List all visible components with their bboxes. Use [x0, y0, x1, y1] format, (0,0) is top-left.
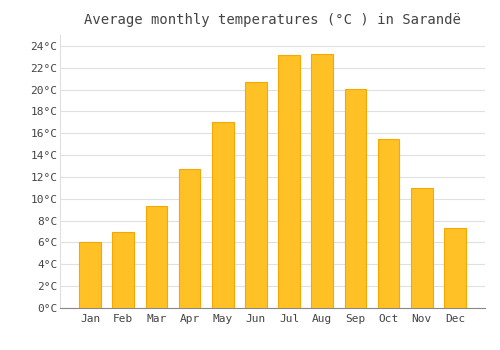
Bar — [245, 82, 266, 308]
Bar — [312, 54, 333, 308]
Bar — [179, 169, 201, 308]
Bar — [112, 232, 134, 308]
Title: Average monthly temperatures (°C ) in Sarandë: Average monthly temperatures (°C ) in Sa… — [84, 13, 461, 27]
Bar — [80, 243, 101, 308]
Bar — [411, 188, 432, 308]
Bar — [146, 206, 167, 308]
Bar — [378, 139, 400, 308]
Bar — [444, 228, 466, 308]
Bar — [344, 89, 366, 308]
Bar — [212, 122, 234, 308]
Bar — [278, 55, 300, 308]
